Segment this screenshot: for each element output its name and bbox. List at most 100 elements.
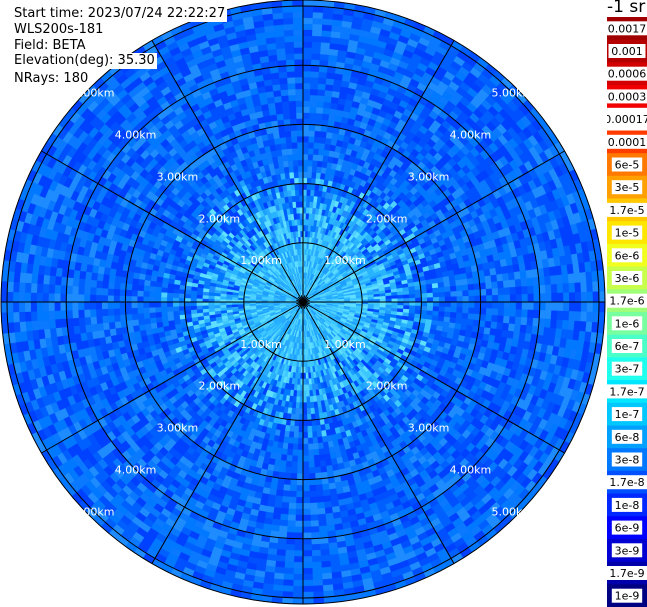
ppi-cell [318, 454, 326, 462]
ppi-cell [184, 301, 191, 307]
ppi-cell [302, 473, 310, 480]
ppi-cell [190, 309, 198, 315]
ppi-cell [107, 314, 115, 323]
ppi-cell [284, 466, 292, 474]
ppi-cell [293, 573, 304, 581]
ppi-cell [166, 292, 174, 298]
ppi-cell [294, 520, 304, 528]
ppi-cell [24, 282, 32, 293]
ppi-cell [533, 309, 540, 319]
ppi-cell [290, 473, 298, 480]
ppi-cell [60, 293, 67, 303]
ppi-cell [573, 320, 581, 332]
ppi-cell [131, 295, 138, 303]
ppi-cell [433, 301, 440, 308]
ppi-cell [467, 313, 475, 321]
ppi-cell [12, 311, 20, 323]
ppi-cell [309, 496, 318, 504]
ppi-cell [150, 322, 158, 329]
ppi-cell [485, 308, 493, 316]
ppi-cell [30, 301, 38, 312]
ppi-cell [492, 301, 499, 310]
ppi-cell [592, 311, 600, 323]
ppi-cell [325, 464, 334, 473]
ppi-cell [95, 287, 103, 296]
ppi-cell [285, 537, 295, 545]
ppi-cell [286, 448, 293, 456]
ppi-cell [544, 310, 552, 320]
ppi-cell [190, 305, 197, 311]
ppi-cell [302, 491, 311, 498]
ppi-cell [315, 424, 322, 432]
ppi-cell [286, 532, 296, 539]
ppi-cell [456, 307, 463, 314]
ppi-cell [167, 315, 175, 322]
ppi-cell [274, 566, 285, 574]
ppi-cell [294, 544, 304, 551]
ppi-cell [137, 318, 145, 326]
ppi-cell [137, 284, 145, 292]
ppi-cell [12, 281, 20, 293]
ppi-cell [309, 484, 317, 492]
ppi-cell [509, 308, 517, 318]
ppi-cell [275, 489, 284, 497]
ppi-cell [302, 556, 313, 563]
ppi-cell [84, 278, 92, 288]
ppi-cell [294, 538, 304, 545]
ppi-cell [317, 513, 327, 521]
ppi-cell [274, 495, 283, 503]
ppi-cell [96, 315, 104, 324]
ppi-cell [538, 310, 546, 320]
ppi-cell [292, 437, 299, 445]
ppi-cell [36, 301, 43, 312]
ppi-cell [184, 309, 192, 315]
ppi-cell [42, 274, 51, 285]
ppi-cell [497, 301, 505, 310]
ppi-cell [421, 301, 428, 307]
ppi-cell [115, 268, 123, 277]
ppi-cell [154, 301, 162, 308]
ppi-cell [293, 562, 304, 569]
ppi-cell [450, 306, 458, 313]
ppi-cell [107, 301, 114, 310]
ppi-cell [208, 307, 215, 313]
ppi-cell [316, 436, 324, 444]
ppi-cell [302, 567, 313, 575]
ppi-cell [294, 526, 304, 534]
ppi-cell [161, 286, 168, 293]
ppi-cell [508, 316, 516, 325]
ppi-cell [101, 301, 109, 310]
ppi-cell [108, 274, 116, 283]
ppi-cell [90, 279, 98, 288]
ppi-cell [149, 312, 157, 319]
ppi-cell [48, 283, 56, 294]
ppi-cell [190, 297, 197, 303]
ppi-cell [521, 301, 529, 311]
ppi-cell [282, 484, 291, 492]
ppi-cell [83, 294, 91, 303]
ppi-cell [426, 301, 434, 307]
ppi-cell [568, 301, 576, 312]
ppi-cell [314, 466, 322, 474]
ppi-cell [184, 305, 192, 311]
ppi-cell [302, 597, 314, 605]
ppi-cell [308, 473, 316, 480]
ppi-cell [321, 566, 332, 574]
ppi-cell [24, 301, 32, 312]
ppi-cell [491, 314, 499, 323]
ppi-cell [310, 514, 319, 522]
ppi-cell [297, 437, 304, 445]
ppi-cell [178, 288, 186, 294]
ppi-cell [295, 402, 300, 409]
ppi-cell [18, 301, 26, 313]
ppi-cell [184, 293, 192, 299]
ppi-cell [302, 479, 310, 486]
ppi-cell [308, 461, 315, 468]
ppi-cell [143, 317, 151, 325]
ppi-cell [281, 496, 290, 504]
ppi-cell [166, 287, 174, 294]
ppi-cell [299, 402, 304, 409]
ppi-cell [311, 431, 318, 439]
ppi-cell [563, 301, 570, 312]
ppi-cell [225, 304, 233, 308]
